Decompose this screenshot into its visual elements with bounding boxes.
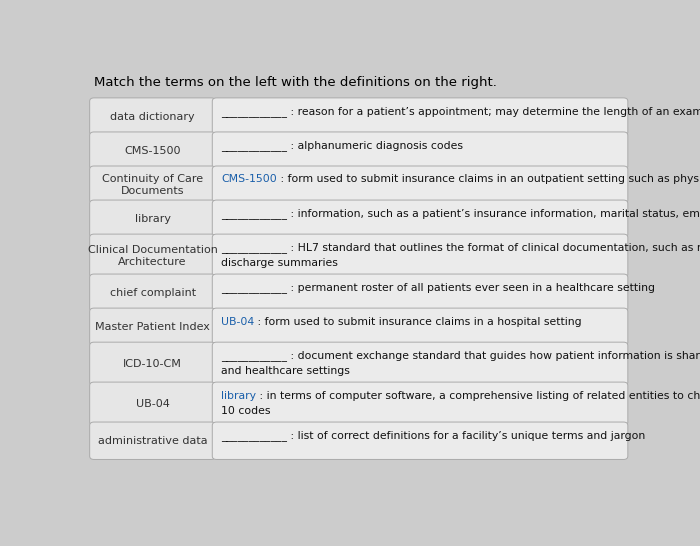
Text: library: library [221, 390, 256, 401]
Text: ____________ : HL7 standard that outlines the format of clinical documentation, : ____________ : HL7 standard that outline… [221, 242, 700, 253]
Text: chief complaint: chief complaint [109, 288, 196, 298]
Text: Clinical Documentation
Architecture: Clinical Documentation Architecture [88, 245, 218, 266]
FancyBboxPatch shape [90, 308, 216, 346]
Text: ____________ : alphanumeric diagnosis codes: ____________ : alphanumeric diagnosis co… [221, 140, 463, 151]
Text: CMS-1500: CMS-1500 [125, 146, 181, 156]
FancyBboxPatch shape [90, 274, 216, 311]
Text: administrative data: administrative data [98, 436, 207, 446]
Text: CMS-1500: CMS-1500 [221, 174, 276, 185]
Text: Match the terms on the left with the definitions on the right.: Match the terms on the left with the def… [94, 76, 497, 89]
FancyBboxPatch shape [212, 308, 628, 346]
Text: Continuity of Care
Documents: Continuity of Care Documents [102, 174, 203, 195]
FancyBboxPatch shape [212, 382, 628, 425]
FancyBboxPatch shape [90, 342, 216, 385]
Text: discharge summaries: discharge summaries [221, 258, 338, 268]
FancyBboxPatch shape [212, 98, 628, 135]
FancyBboxPatch shape [212, 166, 628, 204]
Text: : form used to submit insurance claims in a hospital setting: : form used to submit insurance claims i… [254, 317, 582, 327]
Text: ____________ : list of correct definitions for a facility’s unique terms and jar: ____________ : list of correct definitio… [221, 430, 645, 441]
FancyBboxPatch shape [90, 234, 216, 277]
Text: UB-04: UB-04 [221, 317, 254, 327]
Text: Master Patient Index: Master Patient Index [95, 322, 210, 332]
FancyBboxPatch shape [90, 422, 216, 459]
FancyBboxPatch shape [90, 382, 216, 425]
Text: ____________ : permanent roster of all patients ever seen in a healthcare settin: ____________ : permanent roster of all p… [221, 282, 655, 293]
Text: data dictionary: data dictionary [111, 111, 195, 122]
FancyBboxPatch shape [212, 342, 628, 385]
FancyBboxPatch shape [212, 422, 628, 459]
Text: : in terms of computer software, a comprehensive listing of related entities to : : in terms of computer software, a compr… [256, 390, 700, 401]
FancyBboxPatch shape [212, 274, 628, 311]
Text: ____________ : reason for a patient’s appointment; may determine the length of a: ____________ : reason for a patient’s ap… [221, 106, 700, 117]
FancyBboxPatch shape [212, 132, 628, 169]
FancyBboxPatch shape [90, 166, 216, 204]
Text: 10 codes: 10 codes [221, 406, 270, 416]
FancyBboxPatch shape [90, 132, 216, 169]
Text: ____________ : document exchange standard that guides how patient information is: ____________ : document exchange standar… [221, 351, 700, 361]
Text: : form used to submit insurance claims in an outpatient setting such as physicia: : form used to submit insurance claims i… [276, 174, 700, 185]
FancyBboxPatch shape [90, 200, 216, 238]
Text: UB-04: UB-04 [136, 399, 169, 409]
Text: ICD-10-CM: ICD-10-CM [123, 359, 182, 369]
FancyBboxPatch shape [212, 200, 628, 238]
Text: ____________ : information, such as a patient’s insurance information, marital s: ____________ : information, such as a pa… [221, 209, 700, 219]
Text: library: library [134, 214, 171, 224]
FancyBboxPatch shape [212, 234, 628, 277]
Text: and healthcare settings: and healthcare settings [221, 366, 350, 376]
FancyBboxPatch shape [90, 98, 216, 135]
